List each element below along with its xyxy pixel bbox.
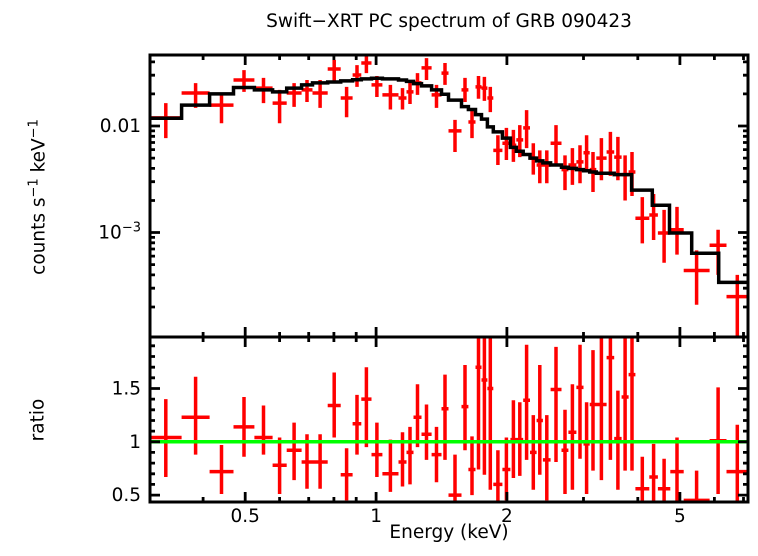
- x-tick-label: 1: [370, 506, 382, 527]
- ratio-frame: [148, 335, 750, 504]
- x-tick-label: 5: [674, 506, 686, 527]
- spectrum-panel: 0.01 10−3: [98, 53, 750, 339]
- y-tick-label: 10−3: [98, 221, 141, 244]
- x-tick-label: 2: [501, 506, 513, 527]
- axis-ticks: [150, 337, 748, 502]
- y-axis-label-sup: −1: [26, 119, 42, 139]
- y-axis-label-sup: −1: [26, 178, 42, 198]
- model-step-line: [150, 76, 748, 285]
- y-tick-label: 1: [129, 432, 141, 453]
- y-tick-label: 0.5: [112, 485, 141, 506]
- y-axis-label-text: counts s: [28, 197, 50, 275]
- chart-title: Swift−XRT PC spectrum of GRB 090423: [266, 11, 632, 32]
- axis-ticks: [150, 55, 748, 337]
- x-tick-label: 0.5: [230, 506, 259, 527]
- y-tick-label: 0.01: [100, 116, 141, 137]
- ratio-y-axis-label: ratio: [27, 398, 49, 442]
- x-axis-label: Energy (keV): [389, 522, 509, 543]
- ratio-data-points: [150, 337, 748, 502]
- y-axis-label-text: keV: [28, 138, 50, 179]
- y-tick-label: 1.5: [112, 379, 141, 400]
- ratio-panel: 0.5 1 1.5 0.5 1 2 5: [112, 335, 750, 527]
- spectrum-y-axis-label: counts s−1 keV−1: [26, 119, 49, 275]
